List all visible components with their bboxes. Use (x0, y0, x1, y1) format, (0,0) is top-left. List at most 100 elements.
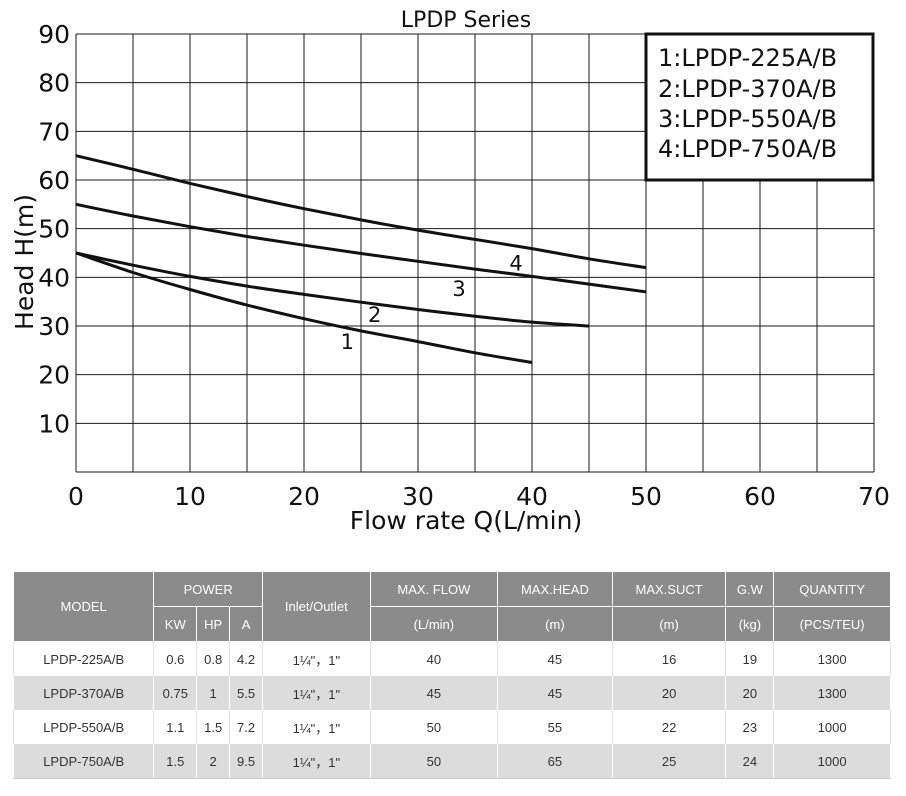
legend-entry-1: 1:LPDP-225A/B (658, 44, 837, 72)
pump-performance-chart: LPDP Series 0 10 20 30 40 50 60 70 10 20 30 40 50 60 7… (10, 8, 890, 535)
cell-a: 5.5 (229, 676, 263, 710)
header-max-flow-unit: (L/min) (369, 606, 499, 642)
header-max-suct-unit: (m) (611, 606, 727, 642)
cell-kw: 1.1 (153, 710, 198, 744)
cell-max-suct: 25 (611, 744, 727, 779)
table-header-row: MODEL POWER Inlet/Outlet MAX. FLOW MAX.H… (12, 571, 891, 642)
legend-entry-2: 2:LPDP-370A/B (658, 75, 837, 103)
cell-max-suct: 20 (611, 676, 727, 710)
cell-max-flow: 50 (369, 710, 499, 744)
cell-quantity: 1300 (773, 641, 891, 676)
x-tick-label: 70 (858, 482, 890, 511)
x-tick-label: 30 (402, 482, 434, 511)
curve-label-2: 2 (368, 303, 381, 327)
cell-inlet-outlet: 1¼"，1" (262, 710, 371, 744)
y-tick-label: 20 (38, 361, 70, 390)
header-power: POWER (153, 571, 263, 607)
x-tick-label: 20 (288, 482, 320, 511)
table-subheader-row: KW HP A (L/min) (m) (m) (kg) (PCS/TEU) (14, 606, 891, 642)
cell-gw: 24 (725, 744, 775, 779)
cell-quantity: 1300 (773, 676, 891, 710)
y-axis-title: Head H(m) (10, 194, 39, 330)
legend-frame (644, 32, 875, 182)
header-model: MODEL (12, 571, 155, 642)
cell-quantity: 1000 (773, 744, 891, 779)
chart-series (75, 154, 647, 364)
cell-gw: 20 (725, 676, 775, 710)
cell-a: 7.2 (229, 710, 263, 744)
x-axis-title: Flow rate Q(L/min) (350, 506, 582, 535)
table-row: LPDP-370A/B 0.75 1 5.5 1¼"，1" 45 45 20 2… (12, 676, 891, 710)
x-tick-label: 60 (744, 482, 776, 511)
y-tick-label: 40 (38, 263, 70, 292)
cell-a: 4.2 (229, 641, 263, 676)
cell-max-head: 45 (497, 676, 613, 710)
cell-max-head: 55 (497, 710, 613, 744)
header-kw: KW (153, 606, 198, 642)
cell-hp: 1 (196, 676, 231, 710)
header-inlet-outlet: Inlet/Outlet (262, 571, 371, 642)
legend-entry-3: 3:LPDP-550A/B (658, 105, 837, 133)
series-line-3 (75, 202, 647, 294)
header-max-head-unit: (m) (497, 606, 613, 642)
cell-model: LPDP-550A/B (12, 710, 155, 744)
y-tick-label: 30 (38, 312, 70, 341)
cell-max-head: 45 (497, 641, 613, 676)
cell-max-flow: 40 (369, 641, 499, 676)
cell-max-suct: 22 (611, 710, 727, 744)
header-max-flow: MAX. FLOW (369, 571, 499, 607)
x-tick-label: 50 (630, 482, 662, 511)
curve-label-1: 1 (341, 330, 354, 354)
header-max-head: MAX.HEAD (497, 571, 613, 607)
header-max-suct: MAX.SUCT (611, 571, 727, 607)
cell-kw: 0.6 (153, 641, 198, 676)
curve-label-3: 3 (452, 277, 465, 301)
cell-gw: 23 (725, 710, 775, 744)
cell-inlet-outlet: 1¼"，1" (262, 676, 371, 710)
series-line-1 (75, 251, 533, 364)
legend-box: 1:LPDP-225A/B 2:LPDP-370A/B 3:LPDP-550A/… (644, 32, 875, 182)
cell-inlet-outlet: 1¼"，1" (262, 744, 371, 779)
cell-model: LPDP-750A/B (12, 744, 155, 779)
x-tick-label: 0 (68, 482, 84, 511)
cell-gw: 19 (725, 641, 775, 676)
cell-hp: 2 (196, 744, 231, 779)
legend-entry-4: 4:LPDP-750A/B (658, 135, 837, 163)
header-gw-unit: (kg) (725, 606, 775, 642)
cell-hp: 1.5 (196, 710, 231, 744)
y-tick-label: 70 (38, 117, 70, 146)
cell-max-flow: 45 (369, 676, 499, 710)
cell-max-head: 65 (497, 744, 613, 779)
cell-max-suct: 16 (611, 641, 727, 676)
table-row: LPDP-750A/B 1.5 2 9.5 1¼"，1" 50 65 25 24… (12, 744, 891, 779)
header-gw: G.W (725, 571, 775, 607)
chart-svg: LPDP Series 0 10 20 30 40 50 60 70 10 20 30 40 50 60 7… (10, 8, 890, 535)
chart-title: LPDP Series (401, 8, 531, 33)
header-quantity: QUANTITY (773, 571, 891, 607)
table-row: LPDP-225A/B 0.6 0.8 4.2 1¼"，1" 40 45 16 … (12, 641, 891, 676)
series-line-2 (75, 251, 590, 328)
series-line-4 (75, 154, 647, 270)
curve-label-4: 4 (509, 252, 522, 276)
cell-hp: 0.8 (196, 641, 231, 676)
y-tick-label: 60 (38, 166, 70, 195)
header-quantity-unit: (PCS/TEU) (773, 606, 891, 642)
cell-a: 9.5 (229, 744, 263, 779)
chart-ticks: 0 10 20 30 40 50 60 70 10 20 30 40 50 60 70 80 90 (38, 20, 890, 511)
y-tick-label: 80 (38, 69, 70, 98)
y-tick-label: 90 (38, 20, 70, 49)
y-tick-label: 50 (38, 215, 70, 244)
header-a: A (229, 606, 263, 642)
y-tick-label: 10 (38, 409, 70, 438)
cell-inlet-outlet: 1¼"，1" (262, 641, 371, 676)
cell-model: LPDP-225A/B (12, 641, 155, 676)
cell-kw: 0.75 (153, 676, 198, 710)
curve-labels: 12 3 4 (341, 252, 523, 354)
header-hp: HP (196, 606, 231, 642)
table-row: LPDP-550A/B 1.1 1.5 7.2 1¼"，1" 50 55 22 … (12, 710, 891, 744)
cell-kw: 1.5 (153, 744, 198, 779)
cell-quantity: 1000 (773, 710, 891, 744)
x-tick-label: 10 (174, 482, 206, 511)
x-tick-label: 40 (516, 482, 548, 511)
specifications-table: MODEL POWER Inlet/Outlet MAX. FLOW MAX.H… (12, 571, 891, 779)
